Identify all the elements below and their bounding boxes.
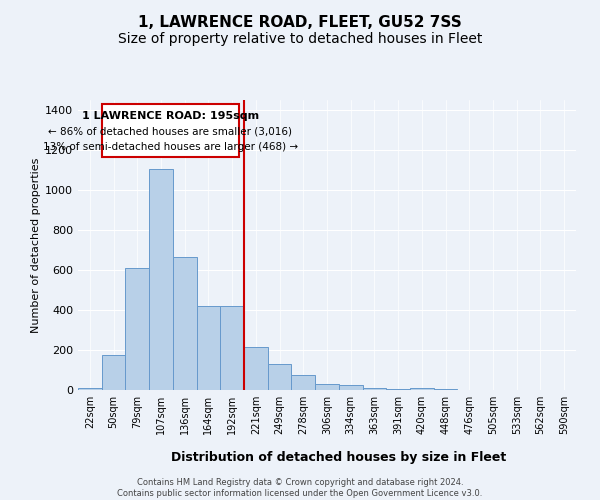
Text: ← 86% of detached houses are smaller (3,016): ← 86% of detached houses are smaller (3,… — [49, 126, 292, 136]
Bar — [434, 389, 457, 390]
Bar — [386, 389, 410, 390]
Bar — [362, 388, 386, 390]
Bar — [197, 306, 220, 390]
Bar — [410, 388, 434, 390]
Bar — [292, 375, 315, 390]
Bar — [315, 384, 339, 390]
Bar — [244, 347, 268, 390]
Text: Size of property relative to detached houses in Fleet: Size of property relative to detached ho… — [118, 32, 482, 46]
Bar — [102, 355, 125, 390]
Bar — [149, 169, 173, 390]
Bar — [173, 257, 197, 390]
Bar — [339, 386, 362, 390]
Bar — [78, 388, 102, 390]
FancyBboxPatch shape — [102, 104, 239, 157]
Text: Contains HM Land Registry data © Crown copyright and database right 2024.
Contai: Contains HM Land Registry data © Crown c… — [118, 478, 482, 498]
Bar — [220, 306, 244, 390]
Text: 1 LAWRENCE ROAD: 195sqm: 1 LAWRENCE ROAD: 195sqm — [82, 110, 259, 120]
Y-axis label: Number of detached properties: Number of detached properties — [31, 158, 41, 332]
Text: 13% of semi-detached houses are larger (468) →: 13% of semi-detached houses are larger (… — [43, 142, 298, 152]
Text: 1, LAWRENCE ROAD, FLEET, GU52 7SS: 1, LAWRENCE ROAD, FLEET, GU52 7SS — [138, 15, 462, 30]
Bar — [268, 364, 292, 390]
Text: Distribution of detached houses by size in Fleet: Distribution of detached houses by size … — [172, 451, 506, 464]
Bar — [125, 268, 149, 390]
